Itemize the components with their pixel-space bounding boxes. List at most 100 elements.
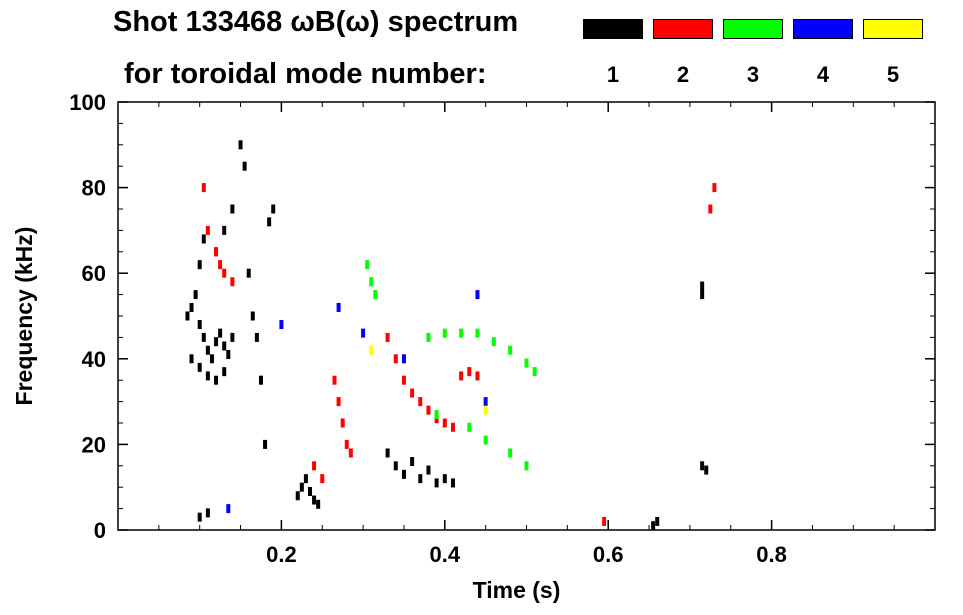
data-point-mode1-18 <box>222 225 227 235</box>
data-point-mode1-23 <box>201 234 206 244</box>
data-point-mode3-8 <box>508 345 513 355</box>
x-tick-label-3: 0.8 <box>756 542 787 567</box>
data-point-mode2-14 <box>410 388 415 398</box>
data-point-mode1-39 <box>401 469 406 479</box>
data-point-mode1-13 <box>197 362 202 372</box>
data-point-mode2-13 <box>401 375 406 385</box>
data-point-mode1-40 <box>410 457 415 467</box>
legend-swatch-mode-4 <box>793 19 853 39</box>
data-point-mode2-22 <box>475 371 480 381</box>
legend-label-mode-2: 2 <box>676 62 690 87</box>
data-point-mode3-5 <box>459 328 464 338</box>
legend-swatch-mode-1 <box>583 19 643 39</box>
data-point-mode1-21 <box>242 161 247 171</box>
data-point-mode1-15 <box>214 375 219 385</box>
data-point-mode3-9 <box>524 358 529 368</box>
data-point-mode2-6 <box>332 375 337 385</box>
data-point-mode1-46 <box>700 281 705 291</box>
data-point-mode1-26 <box>254 332 259 342</box>
chart-title-line2: for toroidal mode number: <box>124 58 487 90</box>
data-point-mode1-36 <box>316 499 321 509</box>
data-point-mode1-33 <box>303 474 308 484</box>
data-point-mode5-1 <box>483 405 488 415</box>
data-point-mode2-23 <box>312 461 317 471</box>
y-tick-label-2: 40 <box>82 347 106 372</box>
data-point-mode1-0 <box>185 311 190 321</box>
data-point-mode3-12 <box>467 422 472 432</box>
x-tick-label-1: 0.4 <box>430 542 461 567</box>
legend-swatch-mode-3 <box>723 19 783 39</box>
legend-label-mode-5: 5 <box>886 62 900 87</box>
data-point-mode1-28 <box>263 439 268 449</box>
y-tick-label-0: 0 <box>94 518 106 543</box>
data-point-mode1-5 <box>205 345 210 355</box>
data-point-mode2-7 <box>336 397 341 407</box>
data-point-mode2-10 <box>348 448 353 458</box>
data-point-mode4-2 <box>475 290 480 300</box>
y-tick-label-1: 20 <box>82 432 106 457</box>
data-point-mode2-0 <box>201 183 206 193</box>
data-point-mode2-3 <box>218 260 223 270</box>
data-point-mode3-1 <box>369 277 374 287</box>
data-point-mode1-30 <box>271 204 276 214</box>
legend-swatch-mode-2 <box>653 19 713 39</box>
data-point-mode1-6 <box>209 354 214 364</box>
data-point-mode2-21 <box>467 367 472 377</box>
data-point-mode2-26 <box>708 204 713 214</box>
data-point-mode1-29 <box>267 217 272 227</box>
data-point-mode1-3 <box>197 320 202 330</box>
data-point-mode3-11 <box>434 409 439 419</box>
data-point-mode1-38 <box>393 461 398 471</box>
y-tick-label-4: 80 <box>82 176 106 201</box>
y-tick-label-5: 100 <box>69 90 106 115</box>
data-point-mode3-13 <box>483 435 488 445</box>
legend-swatch-mode-5 <box>863 19 923 39</box>
y-tick-label-3: 60 <box>82 261 106 286</box>
data-point-mode2-12 <box>393 354 398 364</box>
data-point-mode1-11 <box>230 332 235 342</box>
data-point-mode1-22 <box>197 260 202 270</box>
data-point-mode1-24 <box>246 268 251 278</box>
data-point-mode3-10 <box>532 367 537 377</box>
data-point-mode1-1 <box>189 302 194 312</box>
x-axis-label: Time (s) <box>473 577 561 603</box>
legend-label-mode-3: 3 <box>746 62 760 87</box>
data-point-mode3-14 <box>508 448 513 458</box>
data-point-mode2-5 <box>230 277 235 287</box>
data-point-mode1-35 <box>312 495 317 505</box>
data-point-mode1-7 <box>214 337 219 347</box>
data-point-mode3-7 <box>491 337 496 347</box>
data-point-mode1-27 <box>258 375 263 385</box>
data-point-mode1-16 <box>222 367 227 377</box>
plot-area <box>185 140 717 531</box>
data-point-mode5-0 <box>369 345 374 355</box>
data-point-mode1-9 <box>222 341 227 351</box>
x-tick-label-2: 0.6 <box>593 542 624 567</box>
data-point-mode4-5 <box>226 504 231 514</box>
data-point-mode3-15 <box>524 461 529 471</box>
data-point-mode3-0 <box>365 260 370 270</box>
y-axis-label: Frequency (kHz) <box>11 227 37 406</box>
data-point-mode4-0 <box>336 302 341 312</box>
data-point-mode1-41 <box>418 474 423 484</box>
data-point-mode2-1 <box>205 225 210 235</box>
data-point-mode2-4 <box>222 268 227 278</box>
data-point-mode1-14 <box>205 371 210 381</box>
data-point-mode4-6 <box>279 320 284 330</box>
data-point-mode1-31 <box>295 491 300 501</box>
data-point-mode2-24 <box>320 474 325 484</box>
data-point-mode1-45 <box>450 478 455 488</box>
data-point-mode1-37 <box>385 448 390 458</box>
data-point-mode2-25 <box>602 516 607 526</box>
data-point-mode1-19 <box>230 204 235 214</box>
data-point-mode1-2 <box>193 290 198 300</box>
data-point-mode3-3 <box>426 332 431 342</box>
data-point-mode1-49 <box>704 465 709 475</box>
data-point-mode2-19 <box>450 422 455 432</box>
data-point-mode1-25 <box>250 311 255 321</box>
axes: 0.2 0.4 0.6 0.8 0 20 40 60 80 100 <box>69 90 936 567</box>
data-point-mode1-48 <box>700 461 705 471</box>
data-point-mode1-44 <box>442 474 447 484</box>
data-point-mode1-51 <box>655 516 660 526</box>
